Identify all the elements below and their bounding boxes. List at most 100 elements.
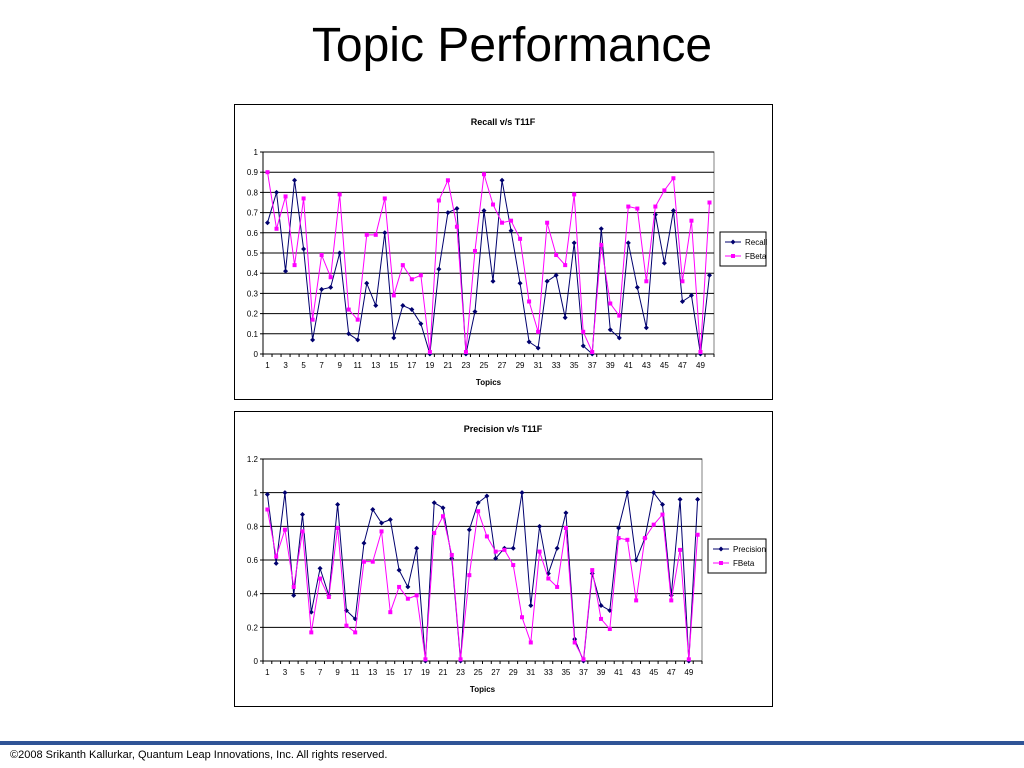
data-point-recall bbox=[607, 327, 613, 333]
data-point-precision bbox=[563, 510, 569, 516]
data-point-precision bbox=[651, 490, 657, 496]
legend bbox=[707, 538, 767, 574]
x-tick-label: 25 bbox=[480, 361, 489, 370]
data-point-fbeta bbox=[353, 630, 358, 635]
data-point-fbeta bbox=[660, 512, 665, 517]
footer-copyright: ©2008 Srikanth Kallurkar, Quantum Leap I… bbox=[10, 749, 388, 761]
data-point-recall bbox=[598, 226, 604, 232]
x-tick-label: 17 bbox=[403, 668, 412, 677]
series-line-precision bbox=[266, 491, 699, 662]
data-point-precision bbox=[335, 501, 341, 507]
x-tick-label: 41 bbox=[624, 361, 633, 370]
data-point-precision bbox=[484, 493, 490, 499]
x-tick-label: 7 bbox=[319, 361, 324, 370]
y-tick-label: 1 bbox=[254, 148, 259, 157]
y-tick-label: 0.4 bbox=[247, 269, 259, 278]
x-axis-label: Topics bbox=[470, 685, 496, 694]
data-point-fbeta bbox=[695, 532, 700, 537]
data-point-precision bbox=[291, 592, 297, 598]
x-tick-label: 37 bbox=[579, 668, 588, 677]
data-point-fbeta bbox=[536, 329, 541, 334]
data-point-recall bbox=[292, 177, 298, 183]
data-point-recall bbox=[562, 315, 568, 321]
data-point-fbeta bbox=[346, 307, 351, 312]
data-point-precision bbox=[493, 555, 499, 561]
x-tick-label: 49 bbox=[684, 668, 693, 677]
data-point-recall bbox=[508, 228, 514, 234]
data-point-recall bbox=[616, 335, 622, 341]
data-point-precision bbox=[352, 616, 358, 622]
data-point-fbeta bbox=[373, 232, 378, 237]
data-point-fbeta bbox=[546, 576, 551, 581]
y-tick-label: 0.6 bbox=[247, 229, 259, 238]
data-point-fbeta bbox=[436, 198, 441, 203]
y-tick-label: 0.1 bbox=[247, 330, 259, 339]
x-tick-label: 35 bbox=[561, 668, 570, 677]
data-point-precision bbox=[624, 490, 630, 496]
x-tick-label: 29 bbox=[516, 361, 525, 370]
data-point-fbeta bbox=[617, 313, 622, 318]
data-point-fbeta bbox=[581, 657, 586, 662]
footer-rule bbox=[0, 741, 1024, 745]
data-point-precision bbox=[414, 545, 420, 551]
data-point-fbeta bbox=[432, 531, 437, 536]
x-tick-label: 5 bbox=[301, 361, 306, 370]
data-point-fbeta bbox=[651, 522, 656, 527]
data-point-recall bbox=[382, 230, 388, 236]
data-point-fbeta bbox=[689, 218, 694, 223]
legend-label: Recall bbox=[745, 238, 767, 247]
legend-marker bbox=[730, 239, 736, 245]
data-point-precision bbox=[537, 523, 543, 529]
y-tick-label: 0 bbox=[254, 350, 259, 359]
y-tick-label: 0.3 bbox=[247, 289, 259, 298]
data-point-recall bbox=[490, 278, 496, 284]
precision-chart: Precision v/s T11F 0 0.2 0.4 0.6 0.8 1 1.2 1 3 5 7 9… bbox=[234, 411, 773, 707]
data-point-precision bbox=[440, 505, 446, 511]
data-point-recall bbox=[418, 321, 424, 327]
data-point-fbeta bbox=[423, 657, 428, 662]
y-tick-label: 0.8 bbox=[247, 188, 259, 197]
data-point-fbeta bbox=[454, 224, 459, 229]
data-point-fbeta bbox=[301, 196, 306, 201]
x-tick-label: 15 bbox=[389, 361, 398, 370]
data-point-recall bbox=[706, 272, 712, 278]
x-tick-label: 1 bbox=[265, 361, 270, 370]
x-tick-label: 3 bbox=[283, 361, 288, 370]
x-tick-label: 11 bbox=[354, 361, 363, 370]
x-tick-label: 47 bbox=[667, 668, 676, 677]
data-point-fbeta bbox=[337, 192, 342, 197]
data-point-fbeta bbox=[449, 552, 454, 557]
data-point-fbeta bbox=[400, 263, 405, 268]
data-point-fbeta bbox=[678, 547, 683, 552]
x-tick-label: 35 bbox=[570, 361, 579, 370]
data-point-fbeta bbox=[555, 584, 560, 589]
data-point-precision bbox=[528, 602, 534, 608]
x-tick-label: 21 bbox=[443, 361, 452, 370]
x-tick-label: 39 bbox=[597, 668, 606, 677]
data-point-precision bbox=[300, 512, 306, 518]
data-point-fbeta bbox=[607, 627, 612, 632]
data-point-fbeta bbox=[581, 329, 586, 334]
slide-title: Topic Performance bbox=[311, 19, 713, 72]
data-point-recall bbox=[517, 280, 523, 286]
x-tick-label: 3 bbox=[283, 668, 288, 677]
data-point-fbeta bbox=[599, 242, 604, 247]
data-point-recall bbox=[301, 246, 307, 252]
y-tick-label: 0.5 bbox=[247, 249, 259, 258]
data-point-fbeta bbox=[502, 547, 507, 552]
data-point-fbeta bbox=[361, 559, 366, 564]
data-point-fbeta bbox=[616, 536, 621, 541]
legend-label: Precision bbox=[733, 545, 766, 554]
data-point-fbeta bbox=[310, 317, 315, 322]
data-point-recall bbox=[499, 177, 505, 183]
x-tick-label: 31 bbox=[526, 668, 535, 677]
y-tick-label: 0.8 bbox=[247, 522, 259, 531]
data-point-recall bbox=[553, 272, 559, 278]
x-tick-label: 11 bbox=[351, 668, 360, 677]
data-point-fbeta bbox=[326, 595, 331, 600]
x-tick-label: 45 bbox=[660, 361, 669, 370]
data-point-fbeta bbox=[388, 610, 393, 615]
legend bbox=[719, 231, 767, 267]
data-point-recall bbox=[436, 266, 442, 272]
data-point-recall bbox=[445, 210, 451, 216]
